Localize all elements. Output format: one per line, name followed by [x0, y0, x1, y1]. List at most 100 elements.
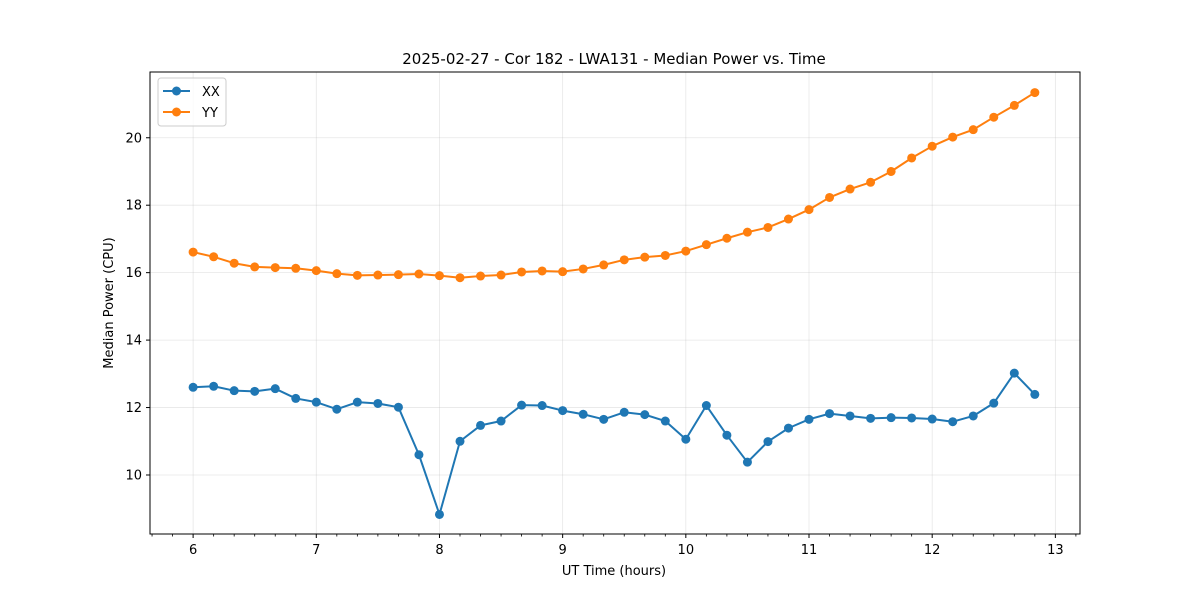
data-point-yy — [434, 271, 444, 281]
y-axis: 10 12 14 16 18 20 — [125, 131, 150, 483]
data-point-xx — [332, 404, 342, 414]
data-point-xx — [291, 393, 301, 403]
data-point-xx — [352, 397, 362, 407]
data-point-yy — [496, 270, 506, 280]
data-point-yy — [229, 258, 239, 268]
data-point-xx — [578, 409, 588, 419]
data-point-yy — [968, 125, 978, 135]
data-point-yy — [640, 252, 650, 262]
data-point-xx — [783, 423, 793, 433]
data-point-yy — [866, 177, 876, 187]
data-point-yy — [989, 112, 999, 122]
data-point-yy — [188, 247, 198, 257]
data-point-yy — [907, 153, 917, 163]
data-point-yy — [455, 273, 465, 283]
data-point-yy — [1009, 100, 1019, 110]
data-point-xx — [311, 397, 321, 407]
data-point-yy — [886, 166, 896, 176]
data-point-xx — [1009, 368, 1019, 378]
data-point-yy — [927, 141, 937, 151]
data-point-xx — [373, 398, 383, 408]
data-point-xx — [496, 416, 506, 426]
data-point-yy — [1030, 88, 1040, 98]
x-tick-label: 6 — [189, 543, 197, 558]
x-tick-label: 7 — [312, 543, 320, 558]
y-tick-label: 20 — [125, 131, 142, 146]
data-point-xx — [681, 434, 691, 444]
data-point-xx — [968, 411, 978, 421]
data-point-yy — [619, 255, 629, 265]
data-point-yy — [599, 260, 609, 270]
data-point-yy — [804, 205, 814, 215]
data-point-yy — [250, 262, 260, 272]
data-point-yy — [660, 250, 670, 260]
data-point-xx — [414, 450, 424, 460]
data-point-xx — [640, 410, 650, 420]
data-point-yy — [393, 270, 403, 280]
data-point-yy — [701, 240, 711, 250]
data-point-yy — [373, 270, 383, 280]
data-point-yy — [517, 267, 527, 277]
data-point-yy — [414, 269, 424, 279]
data-point-yy — [825, 192, 835, 202]
data-point-xx — [517, 400, 527, 410]
x-tick-label: 9 — [559, 543, 567, 558]
data-point-yy — [742, 227, 752, 237]
grid — [150, 72, 1080, 534]
x-tick-label: 8 — [435, 543, 443, 558]
data-point-xx — [948, 417, 958, 427]
data-point-xx — [209, 381, 219, 391]
series-layer — [188, 88, 1040, 519]
x-tick-label: 10 — [678, 543, 695, 558]
data-point-xx — [660, 416, 670, 426]
data-point-xx — [599, 414, 609, 424]
data-point-xx — [229, 386, 239, 396]
data-point-yy — [845, 184, 855, 194]
data-point-yy — [722, 233, 732, 243]
legend-marker-yy — [172, 107, 181, 117]
x-axis: 6 7 8 9 10 11 12 13 — [151, 534, 1077, 558]
data-point-xx — [270, 384, 280, 394]
data-point-yy — [476, 271, 486, 281]
data-point-yy — [291, 263, 301, 273]
data-point-xx — [250, 386, 260, 396]
data-point-xx — [701, 401, 711, 411]
data-point-xx — [845, 411, 855, 421]
data-point-yy — [558, 267, 568, 277]
y-axis-label: Median Power (CPU) — [102, 237, 117, 368]
data-point-xx — [476, 420, 486, 430]
data-point-yy — [681, 246, 691, 256]
data-point-yy — [352, 270, 362, 280]
data-point-xx — [763, 437, 773, 447]
data-point-yy — [311, 266, 321, 276]
data-point-xx — [537, 401, 547, 411]
data-point-xx — [619, 407, 629, 417]
x-tick-label: 13 — [1047, 543, 1064, 558]
data-point-xx — [742, 457, 752, 467]
data-point-xx — [886, 413, 896, 423]
data-point-yy — [270, 263, 280, 273]
data-point-xx — [1030, 389, 1040, 399]
x-tick-label: 11 — [801, 543, 818, 558]
data-point-yy — [332, 269, 342, 279]
data-point-xx — [434, 509, 444, 519]
legend-marker-xx — [172, 86, 181, 96]
data-point-xx — [722, 430, 732, 440]
data-point-xx — [804, 414, 814, 424]
data-point-xx — [927, 414, 937, 424]
y-tick-label: 14 — [125, 334, 142, 349]
data-point-xx — [188, 382, 198, 392]
data-point-yy — [209, 252, 219, 262]
x-axis-label: UT Time (hours) — [562, 564, 666, 579]
data-point-yy — [783, 214, 793, 224]
data-point-yy — [948, 132, 958, 142]
data-point-yy — [578, 264, 588, 274]
legend-label-yy: YY — [201, 106, 218, 121]
data-point-xx — [907, 413, 917, 423]
data-point-xx — [558, 406, 568, 416]
data-point-xx — [989, 398, 999, 408]
y-tick-label: 18 — [125, 199, 142, 214]
chart-title: 2025-02-27 - Cor 182 - LWA131 - Median P… — [402, 50, 826, 68]
x-tick-label: 12 — [924, 543, 941, 558]
